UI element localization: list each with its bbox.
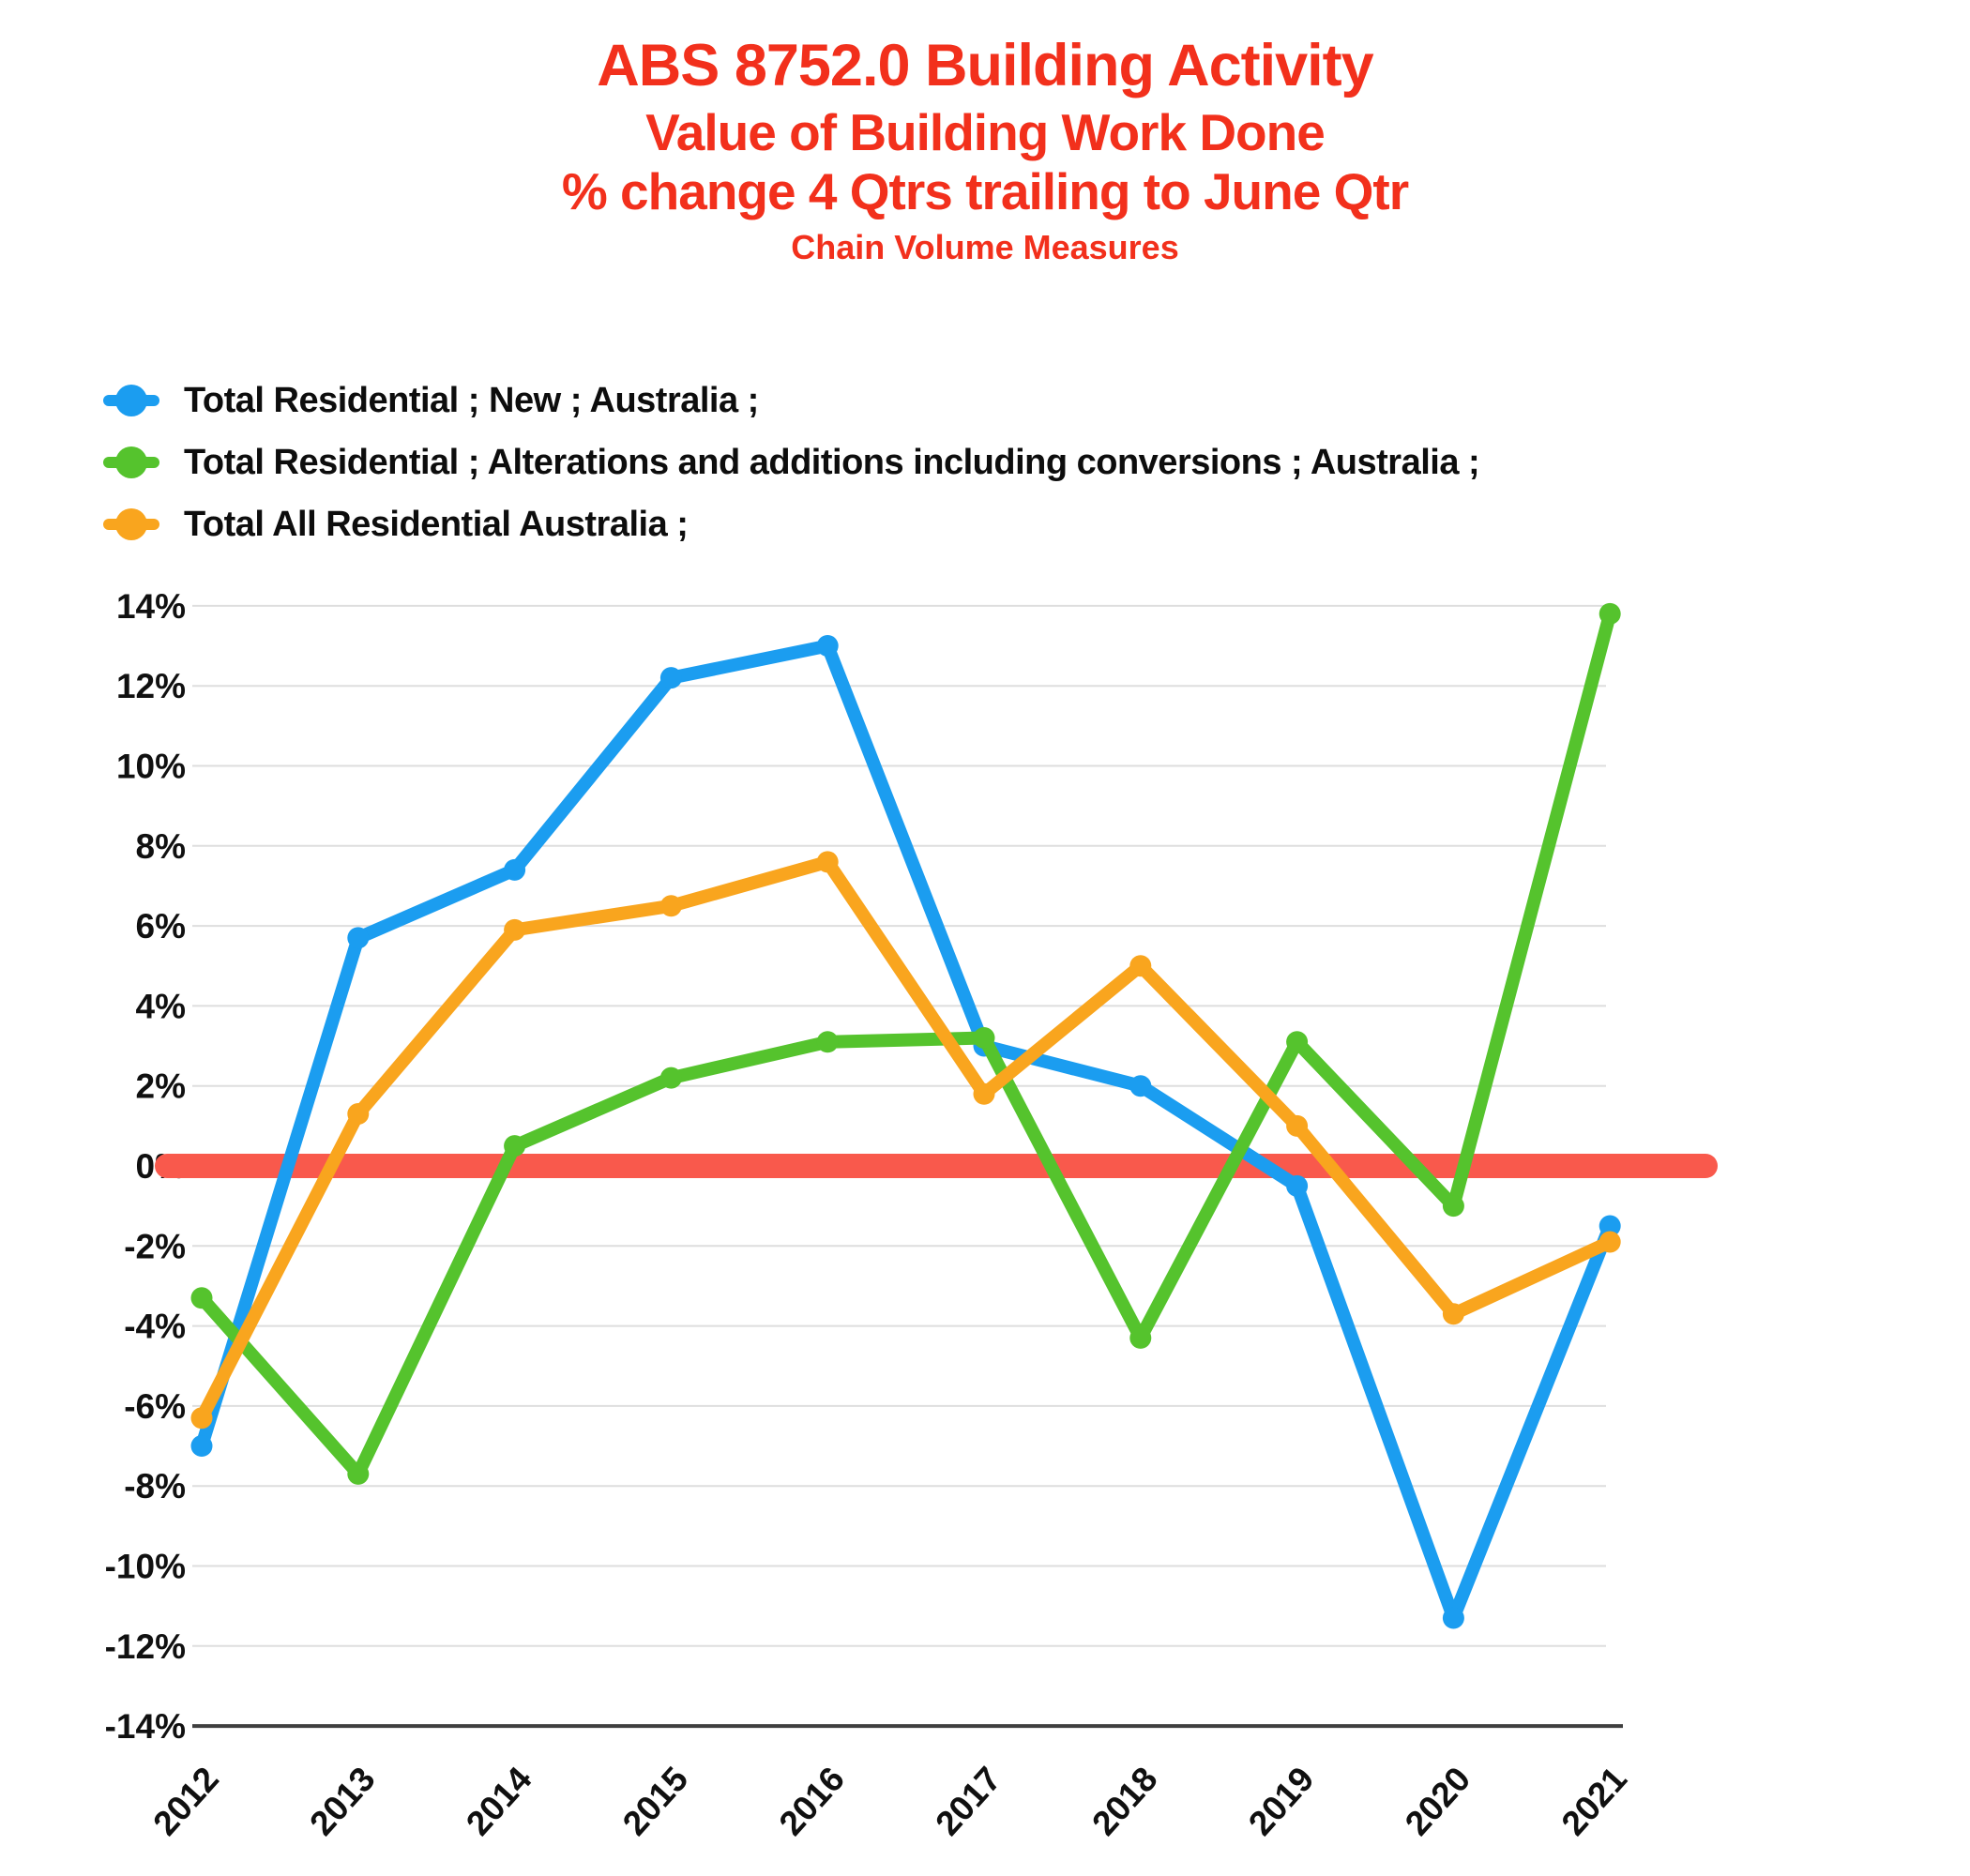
data-point-blue [190, 1435, 213, 1458]
data-point-blue [659, 667, 682, 689]
legend-label: Total All Residential Australia ; [184, 504, 689, 544]
x-axis-label: 2019 [1241, 1760, 1322, 1843]
data-point-blue [504, 858, 526, 881]
y-axis-label: -4% [124, 1308, 186, 1346]
data-point-green [1286, 1031, 1309, 1053]
x-axis-label: 2012 [145, 1760, 226, 1843]
data-point-orange [1286, 1114, 1309, 1137]
y-axis-label: 10% [116, 748, 186, 786]
y-axis-label: 4% [136, 987, 186, 1025]
legend-item-total-all: Total All Residential Australia ; [103, 503, 1479, 546]
data-point-green [1129, 1326, 1152, 1349]
x-axis-label: 2016 [772, 1760, 853, 1843]
legend-label: Total Residential ; New ; Australia ; [184, 380, 759, 420]
legend-marker-orange-icon [103, 506, 159, 543]
y-axis-label: -8% [124, 1467, 186, 1505]
y-axis-label: 2% [136, 1067, 186, 1106]
data-point-orange [973, 1082, 995, 1105]
legend-marker-blue-icon [103, 382, 159, 419]
data-point-orange [1599, 1231, 1621, 1253]
data-point-blue [1129, 1075, 1152, 1097]
x-axis-label: 2017 [928, 1760, 1008, 1843]
chart-title: ABS 8752.0 Building Activity [597, 33, 1373, 98]
data-point-orange [659, 895, 682, 917]
data-point-blue [816, 635, 839, 658]
data-point-green [347, 1462, 370, 1485]
data-point-green [1599, 602, 1621, 625]
data-point-blue [1286, 1174, 1309, 1197]
y-axis-label: -6% [124, 1387, 186, 1426]
y-axis-label: 12% [116, 667, 186, 705]
chart-subtitle: Value of Building Work Done [645, 103, 1326, 162]
x-axis-label: 2021 [1554, 1760, 1635, 1843]
data-point-green [504, 1135, 526, 1157]
x-axis-label: 2013 [302, 1760, 383, 1843]
y-axis-label: -14% [105, 1707, 186, 1746]
data-point-green [1442, 1195, 1464, 1218]
legend-marker-green-icon [103, 444, 159, 481]
legend-item-alterations: Total Residential ; Alterations and addi… [103, 441, 1480, 484]
x-axis-label: 2020 [1398, 1760, 1478, 1843]
data-point-green [973, 1027, 995, 1050]
title-block: ABS 8752.0 Building Activity Value of Bu… [0, 34, 1970, 266]
y-axis-label: -12% [105, 1627, 186, 1666]
data-point-orange [504, 918, 526, 941]
y-axis-label: -10% [105, 1548, 186, 1586]
y-axis-label: 14% [116, 587, 186, 626]
x-axis-label: 2018 [1084, 1760, 1165, 1843]
data-point-orange [1129, 955, 1152, 977]
data-point-orange [816, 851, 839, 873]
x-axis-label: 2015 [615, 1760, 696, 1843]
data-point-green [659, 1067, 682, 1089]
legend: Total Residential ; New ; Australia ; To… [103, 379, 1480, 565]
data-point-green [816, 1031, 839, 1053]
legend-label: Total Residential ; Alterations and addi… [184, 442, 1480, 482]
data-point-orange [190, 1407, 213, 1430]
x-axis-label: 2014 [459, 1760, 539, 1843]
data-point-orange [347, 1103, 370, 1126]
data-point-orange [1442, 1303, 1464, 1325]
chart-subtitle-2: % change 4 Qtrs trailing to June Qtr [561, 162, 1409, 221]
data-point-blue [1599, 1215, 1621, 1237]
data-point-blue [347, 927, 370, 949]
series-line-green [195, 607, 1617, 1481]
data-point-blue [1442, 1607, 1464, 1629]
y-axis-label: 8% [136, 827, 186, 866]
chart-subtitle-3: Chain Volume Measures [791, 227, 1179, 266]
series-line-blue [195, 639, 1617, 1625]
legend-item-new: Total Residential ; New ; Australia ; [103, 379, 1479, 422]
data-point-green [190, 1287, 213, 1309]
series-line-orange [195, 855, 1617, 1425]
y-axis-label: -2% [124, 1227, 186, 1265]
y-axis-label: 6% [136, 907, 186, 946]
